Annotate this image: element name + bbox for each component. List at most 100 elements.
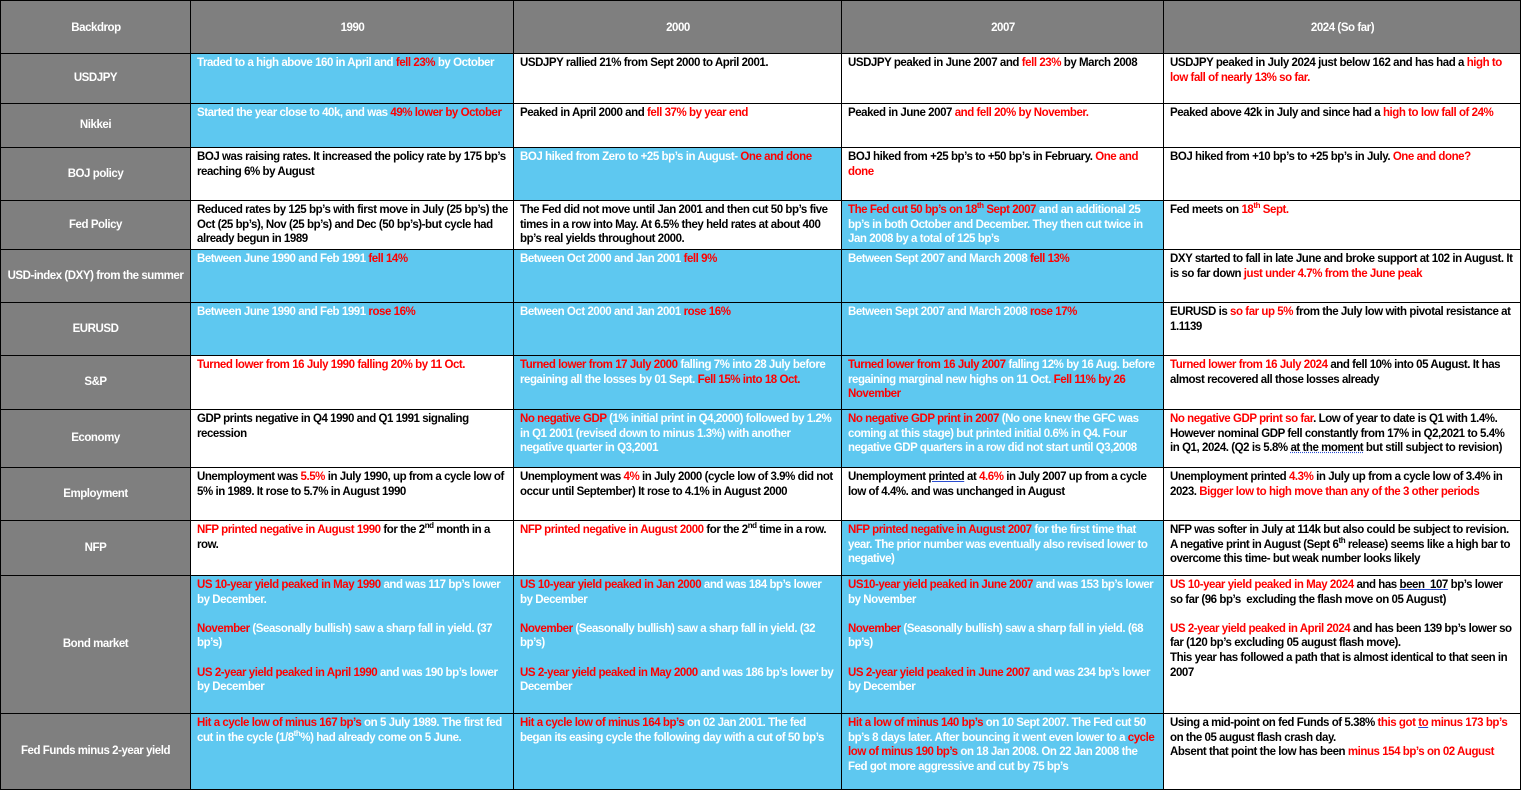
cell-text: and was 186 bp’s lower by December — [520, 666, 837, 694]
highlight-text: fell 37% by year end — [647, 107, 748, 119]
highlight-text: high to low fall of nearly 13% so far. — [1170, 57, 1505, 84]
highlight-text: 4.6% — [979, 471, 1004, 483]
cell-text: BOJ hiked from Zero to +25 bp’s in Augus… — [520, 151, 741, 163]
highlight-text: minus 173 bp’s — [1428, 717, 1508, 729]
cell-text: Between Sept 2007 and March 2008 — [848, 253, 1031, 265]
cell-text: and an additional 25 bp’s in both Octobe… — [848, 204, 1146, 246]
cell-text: for the first time that year. The prior … — [848, 524, 1151, 566]
row-label: Bond market — [0, 575, 191, 714]
highlight-text: rose 16% — [683, 306, 731, 318]
cell-2007: The Fed cut 50 bp’s on 18th Sept 2007 an… — [841, 200, 1164, 250]
highlight-text: 4.3% — [1288, 471, 1314, 483]
cell-text: Unemployment printed — [1170, 471, 1289, 483]
cell-1990: NFP printed negative in August 1990 for … — [190, 520, 514, 576]
cell-2024: No negative GDP print so far. Low of yea… — [1163, 409, 1521, 468]
cell-2024: BOJ hiked from +10 bp’s to +25 bp’s in J… — [1163, 147, 1521, 201]
highlight-text: Turned lower from 16 July 1990 falling 2… — [197, 359, 466, 371]
row-label: Fed Funds minus 2-year yield — [0, 713, 191, 790]
cell-text: release) seems like a high bar to overco… — [1170, 538, 1513, 566]
highlight-text: Bigger low to high move than any of the … — [1199, 485, 1480, 498]
cell-text: and has been 139 bp’s lower so far (120 … — [1170, 622, 1512, 679]
cell-2007: Between Sept 2007 and March 2008 rose 17… — [841, 302, 1164, 356]
highlight-text: this got — [1377, 717, 1419, 729]
cell-text: and has — [1353, 579, 1400, 591]
row-label: Nikkei — [0, 103, 191, 148]
cell-2000: Between Oct 2000 and Jan 2001 rose 16% — [513, 302, 842, 356]
cell-text: Reduced rates by 125 bp’s with first mov… — [197, 204, 511, 246]
highlight-text: fell 13% — [1030, 253, 1070, 265]
header-2007: 2007 — [841, 0, 1164, 54]
cell-text: Peaked in June 2007 — [848, 107, 955, 119]
table-row: EURUSD Between June 1990 and Feb 1991 ros… — [0, 302, 1521, 356]
cell-text: BOJ was raising rates. It increased the … — [197, 151, 509, 178]
highlight-text: US 2-year yield peaked in June 2007 — [848, 666, 1030, 679]
cell-text: nd — [747, 521, 757, 531]
highlight-text: and fell 20% by November. — [954, 107, 1089, 119]
highlight-text: US 10-year yield peaked in Jan 2000 — [520, 579, 702, 591]
highlight-text: US 10-year yield peaked in May 2024 — [1170, 579, 1354, 591]
cell-1990: Traded to a high above 160 in April and … — [190, 53, 514, 104]
cell-text: at — [964, 471, 980, 483]
cell-1990: Turned lower from 16 July 1990 falling 2… — [190, 355, 514, 410]
highlight-text: 5.5% — [300, 471, 326, 483]
cell-2000: Unemployment was 4% in July 2000 (cycle … — [513, 467, 842, 521]
cell-1990: Between June 1990 and Feb 1991 rose 16% — [190, 302, 514, 356]
cell-1990: Reduced rates by 125 bp’s with first mov… — [190, 200, 514, 250]
highlight-text: One and done? — [1392, 151, 1471, 163]
cell-text: Between June 1990 and Feb 1991 — [197, 306, 369, 318]
cell-2024: US 10-year yield peaked in May 2024 and … — [1163, 575, 1521, 714]
cell-text: USDJPY rallied 21% from Sept 2000 to Apr… — [520, 57, 769, 69]
cell-2000: USDJPY rallied 21% from Sept 2000 to Apr… — [513, 53, 842, 104]
cell-text: NFP was softer in July at 114k but also … — [1170, 524, 1512, 551]
cell-text: Unemployment was — [520, 471, 624, 483]
highlight-text: No negative GDP print in 2007 — [848, 413, 999, 425]
cell-2000: US 10-year yield peaked in Jan 2000 and … — [513, 575, 842, 714]
cell-text: on 5 July 1989. The first fed cut in the… — [197, 717, 505, 744]
cell-text: %) had already come on 5 June. — [300, 731, 462, 744]
highlight-text: cycle low of minus 190 bp’s — [848, 731, 1158, 759]
cell-text: and was 153 bp’s lower by November — [848, 579, 1154, 606]
highlight-text: so far up 5% — [1230, 306, 1294, 318]
highlight-text: No negative GDP — [520, 413, 607, 425]
cell-text: BOJ hiked from +10 bp’s to +25 bp’s in J… — [1170, 151, 1393, 163]
cell-1990: Started the year close to 40k, and was 4… — [190, 103, 514, 148]
highlight-text: to — [1418, 717, 1429, 729]
highlight-text: 4% — [623, 471, 640, 483]
cell-text: th — [293, 728, 301, 738]
cell-text: and was 234 bp’s lower by December — [848, 666, 1153, 694]
cell-2007: Unemployment printed at 4.6% in July 200… — [841, 467, 1164, 521]
highlight-text: US 2-year yield peaked in May 2000 — [520, 666, 698, 679]
row-label: Fed Policy — [0, 200, 191, 250]
cell-text: for the 2 — [703, 524, 748, 536]
cell-1990: US 10-year yield peaked in May 1990 and … — [190, 575, 514, 714]
cell-text: (Seasonally bullish) saw a sharp fall in… — [520, 622, 816, 650]
cell-text: Between Oct 2000 and Jan 2001 — [520, 253, 684, 265]
cell-2000: Hit a cycle low of minus 164 bp’s on 02 … — [513, 713, 842, 790]
table-row: NFP NFP printed negative in August 1990 f… — [0, 520, 1521, 576]
cell-text: in July 1990, up from a cycle low of 5% … — [197, 471, 507, 498]
cell-text: EURUSD is — [1170, 306, 1231, 318]
highlight-text: 18 — [1241, 204, 1254, 216]
highlight-text: fell 23% — [1021, 57, 1062, 69]
cell-2024: EURUSD is so far up 5% from the July low… — [1163, 302, 1521, 356]
cell-text: month in a row. — [197, 524, 493, 551]
highlight-text: rose 16% — [368, 306, 416, 318]
highlight-text: November — [197, 622, 250, 635]
cell-2024: Unemployment printed 4.3% in July up fro… — [1163, 467, 1521, 521]
header-row: Backdrop 1990 2000 2007 2024 (So far) — [0, 0, 1521, 54]
cell-text: by March 2008 — [1061, 57, 1138, 69]
table-body: USDJPY Traded to a high above 160 in Apri… — [0, 53, 1521, 790]
highlight-text: Sept 2007 — [983, 204, 1036, 216]
highlight-text: Hit a low of minus 140 bp’s — [848, 717, 984, 729]
cell-text: in July 2000 (cycle low of 3.9% did not … — [520, 471, 836, 498]
cell-2000: Between Oct 2000 and Jan 2001 fell 9% — [513, 249, 842, 303]
header-2024: 2024 (So far) — [1163, 0, 1521, 54]
cell-text: and fell 10% into 05 August. It has almo… — [1170, 359, 1503, 386]
cell-text: Unemployment — [848, 471, 929, 483]
table-row: Fed Policy Reduced rates by 125 bp’s with… — [0, 200, 1521, 250]
highlight-text: US 2-year yield peaked in April 1990 — [197, 666, 378, 679]
cell-2007: NFP printed negative in August 2007 for … — [841, 520, 1164, 576]
cell-text: Between June 1990 and Feb 1991 — [197, 253, 369, 265]
cell-2024: Turned lower from 16 July 2024 and fell … — [1163, 355, 1521, 410]
cell-2000: BOJ hiked from Zero to +25 bp’s in Augus… — [513, 147, 842, 201]
